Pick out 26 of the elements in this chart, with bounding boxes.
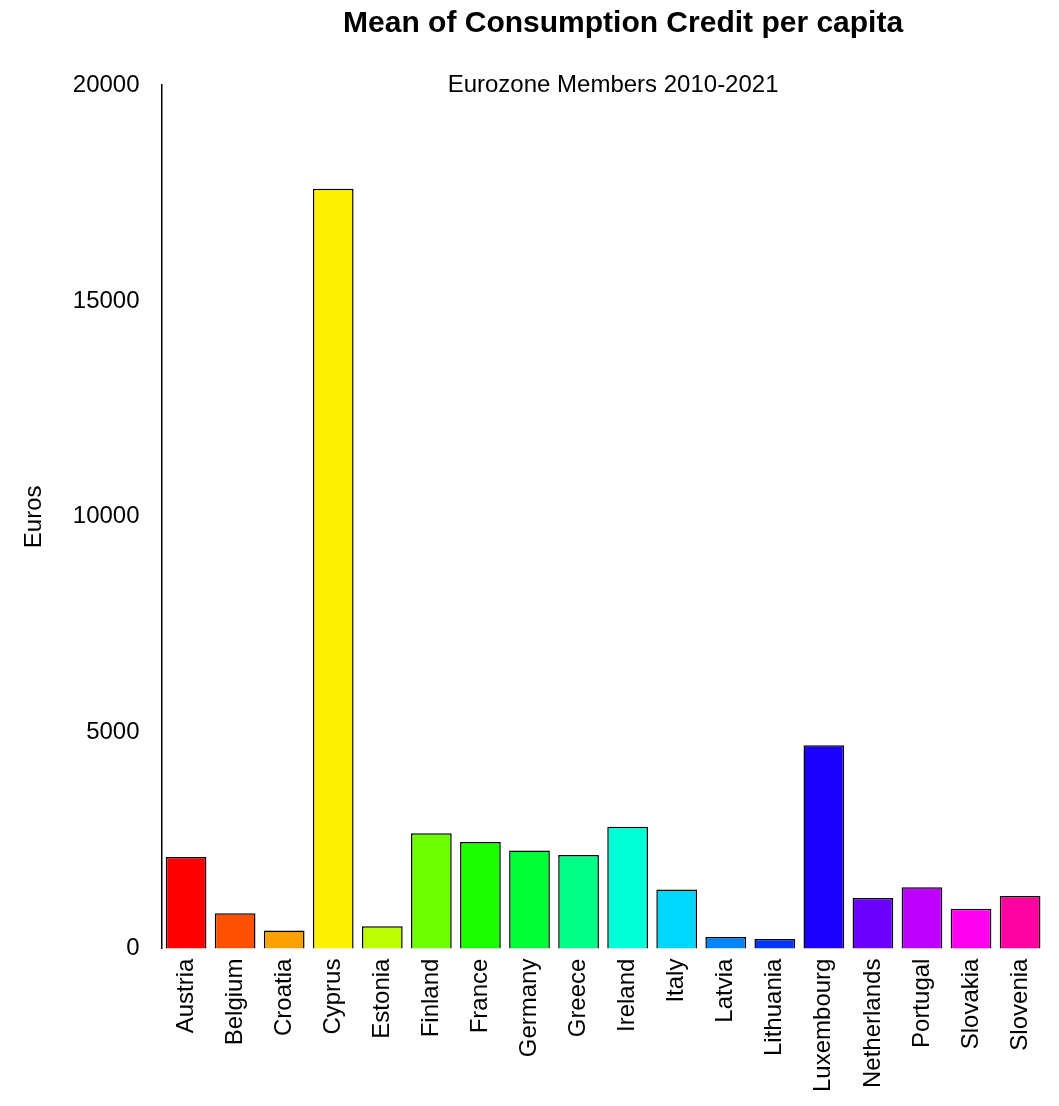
- y-tick-label: 10000: [72, 501, 140, 529]
- y-tick-label: 20000: [72, 69, 140, 97]
- y-tick-label: 0: [126, 933, 140, 961]
- x-tick-label: Italy: [661, 958, 689, 1003]
- x-tick-label: Lithuania: [759, 957, 787, 1056]
- x-tick-label: Latvia: [710, 957, 738, 1023]
- x-tick-label: Belgium: [219, 958, 247, 1046]
- x-tick-label: France: [465, 958, 493, 1034]
- x-tick-label: Austria: [170, 957, 198, 1034]
- x-tick-label: Finland: [415, 958, 443, 1038]
- x-tick-label: Luxembourg: [808, 958, 836, 1092]
- x-tick-label: Portugal: [906, 958, 934, 1048]
- chart-title: Mean of Consumption Credit per capita: [343, 5, 904, 39]
- x-tick-label: Greece: [563, 958, 591, 1038]
- x-tick-label: Slovenia: [1004, 957, 1032, 1051]
- chart-subtitle: Eurozone Members 2010-2021: [447, 69, 779, 97]
- x-tick-label: Croatia: [268, 957, 296, 1036]
- x-tick-label: Slovakia: [955, 957, 983, 1050]
- x-tick-label: Netherlands: [857, 958, 885, 1088]
- x-tick-label: Ireland: [612, 958, 640, 1032]
- x-tick-label: Estonia: [366, 957, 394, 1039]
- y-axis-title: Euros: [19, 485, 47, 549]
- y-tick-label: 5000: [86, 717, 140, 745]
- x-tick-label: Cyprus: [317, 958, 345, 1035]
- y-tick-label: 15000: [72, 285, 140, 313]
- x-tick-label: Germany: [514, 958, 542, 1058]
